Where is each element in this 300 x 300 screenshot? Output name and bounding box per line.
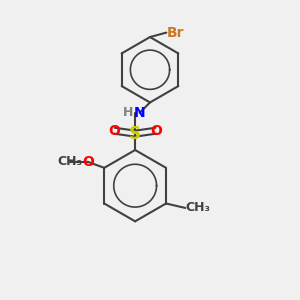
Text: O: O [108,124,120,138]
Text: O: O [82,155,94,169]
Text: O: O [150,124,162,138]
Text: Br: Br [166,26,184,40]
Text: H: H [122,106,133,119]
Text: CH₃: CH₃ [58,155,82,168]
Text: S: S [129,125,141,143]
Text: CH₃: CH₃ [185,202,210,214]
Text: N: N [134,106,146,120]
